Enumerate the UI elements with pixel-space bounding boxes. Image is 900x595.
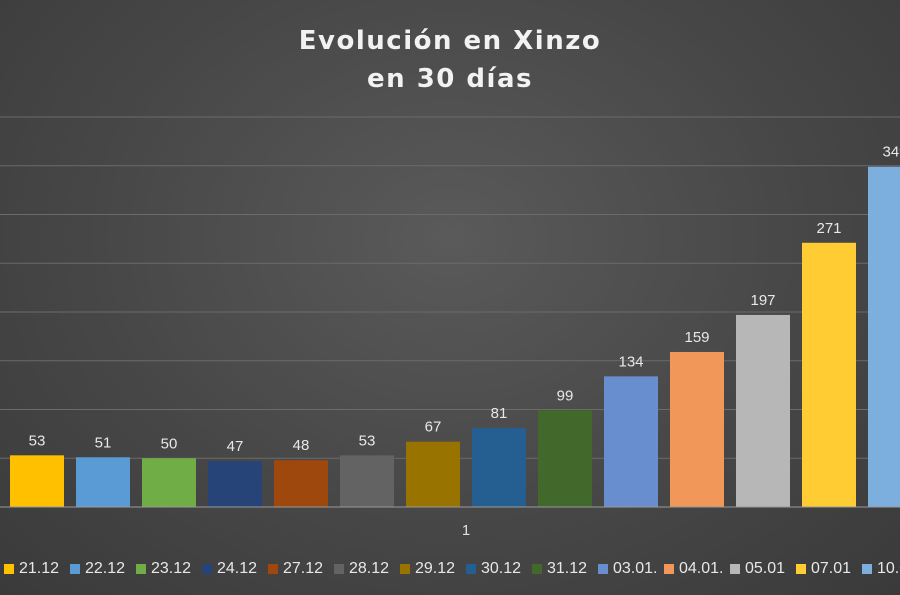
data-label: 50 xyxy=(161,435,178,452)
legend-label: 24.12 xyxy=(217,560,258,577)
legend-label: 10.01 xyxy=(877,560,900,577)
legend-label: 05.01 xyxy=(745,560,786,577)
legend-swatch xyxy=(796,564,806,574)
bar-24-12 xyxy=(208,461,262,507)
bar-28-12 xyxy=(340,455,394,507)
data-label: 51 xyxy=(95,434,112,451)
legend-item: 10.01 xyxy=(862,556,900,582)
bar-21-12 xyxy=(10,455,64,507)
legend-item: 29.12 xyxy=(400,556,455,582)
bar-22-12 xyxy=(76,457,130,507)
bar-03-01 xyxy=(604,376,658,507)
bar-07-01 xyxy=(802,242,856,507)
bar-29-12 xyxy=(406,441,460,507)
legend-item: 24.12 xyxy=(202,556,257,582)
bar-31-12 xyxy=(538,410,592,507)
data-label: 81 xyxy=(491,405,508,422)
legend-swatch xyxy=(4,564,14,574)
bar-30-12 xyxy=(472,428,526,507)
bar-23-12 xyxy=(142,458,196,507)
legend-label: 29.12 xyxy=(415,560,456,577)
legend-item: 07.01 xyxy=(796,556,851,582)
data-label: 159 xyxy=(684,329,709,346)
legend-label: 31.12 xyxy=(547,560,588,577)
legend-item: 05.01 xyxy=(730,556,785,582)
legend-swatch xyxy=(862,564,872,574)
data-label: 99 xyxy=(557,387,574,404)
legend-label: 22.12 xyxy=(85,560,126,577)
legend-item: 31.12 xyxy=(532,556,587,582)
legend-item: 04.01. xyxy=(664,556,723,582)
legend-item: 28.12 xyxy=(334,556,389,582)
bar-10-01 xyxy=(868,166,900,507)
chart-title-line-2: en 30 días xyxy=(367,64,533,94)
legend-label: 04.01. xyxy=(679,560,724,577)
legend-item: 30.12 xyxy=(466,556,521,582)
bar-05-01 xyxy=(736,314,790,507)
legend-label: 21.12 xyxy=(19,560,60,577)
legend-item: 22.12 xyxy=(70,556,125,582)
x-axis-tick-label: 1 xyxy=(462,522,470,539)
data-labels: 53 51 50 47 48 53 67 81 99 134 159 197 271 349 xyxy=(29,144,900,455)
data-label: 48 xyxy=(293,437,310,454)
bar-27-12 xyxy=(274,460,328,507)
legend-label: 07.01 xyxy=(811,560,852,577)
gridlines xyxy=(0,116,900,459)
legend: 21.12 22.12 23.12 24.12 27.12 28.12 29.12 30.12… xyxy=(0,556,900,582)
data-label: 271 xyxy=(816,220,841,237)
legend-item: 27.12 xyxy=(268,556,323,582)
data-label: 53 xyxy=(29,432,46,449)
data-label: 53 xyxy=(359,432,376,449)
chart-title-line-1: Evolución en Xinzo xyxy=(298,26,602,56)
bars xyxy=(10,166,900,507)
data-label: 349 xyxy=(882,144,900,161)
data-label: 197 xyxy=(750,292,775,309)
legend-swatch xyxy=(730,564,740,574)
data-label: 134 xyxy=(618,353,643,370)
legend-swatch xyxy=(664,564,674,574)
legend-swatch xyxy=(70,564,80,574)
legend-label: 28.12 xyxy=(349,560,390,577)
legend-label: 27.12 xyxy=(283,560,324,577)
legend-swatch xyxy=(334,564,344,574)
legend-swatch xyxy=(268,564,278,574)
legend-label: 23.12 xyxy=(151,560,192,577)
legend-swatch xyxy=(532,564,542,574)
data-label: 47 xyxy=(227,438,244,455)
legend-swatch xyxy=(136,564,146,574)
data-label: 67 xyxy=(425,419,442,436)
legend-item: 21.12 xyxy=(4,556,59,582)
legend-item: 03.01. xyxy=(598,556,657,582)
legend-label: 03.01. xyxy=(613,560,658,577)
legend-swatch xyxy=(466,564,476,574)
bar-04-01 xyxy=(670,351,724,507)
legend-swatch xyxy=(202,564,212,574)
legend-item: 23.12 xyxy=(136,556,191,582)
legend-swatch xyxy=(400,564,410,574)
legend-swatch xyxy=(598,564,608,574)
legend-label: 30.12 xyxy=(481,560,522,577)
